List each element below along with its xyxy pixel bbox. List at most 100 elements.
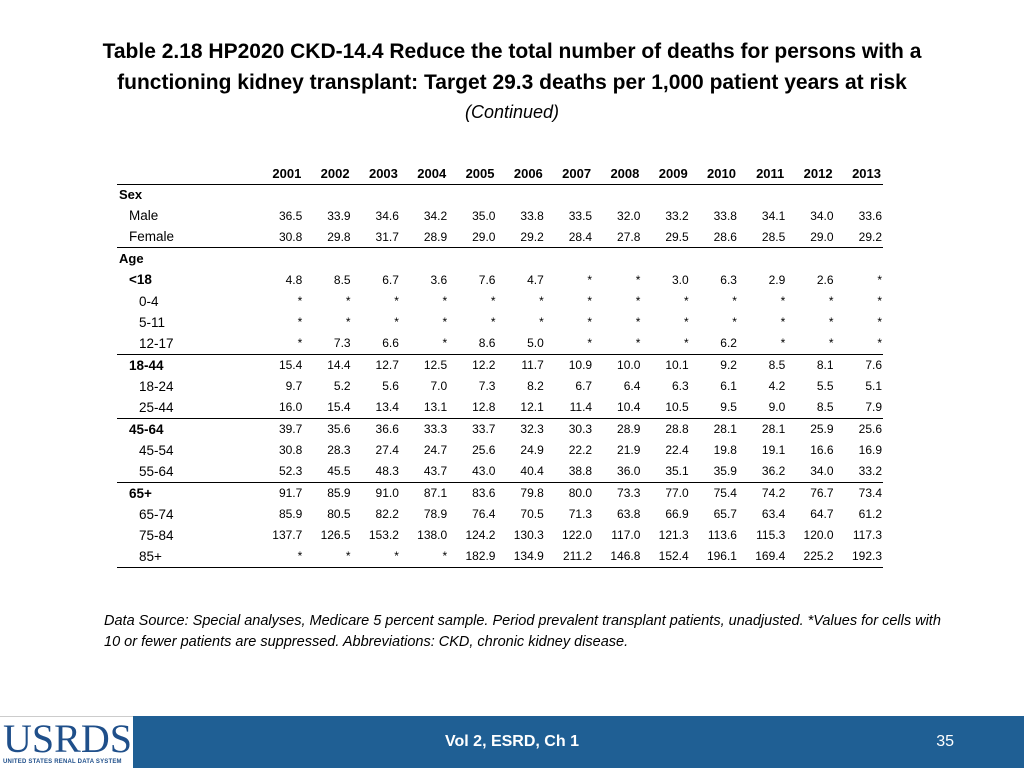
- table-cell: *: [587, 315, 593, 330]
- table-cell: *: [394, 315, 399, 330]
- table-cell: 30.3: [568, 422, 593, 437]
- table-cell: 61.2: [858, 507, 882, 522]
- table-cell: 182.9: [448, 546, 497, 568]
- table-cell: 25.6: [472, 443, 496, 458]
- table-cell: 35.6: [327, 422, 351, 437]
- table-cell: 10.0: [617, 358, 641, 373]
- table-cell: 124.2: [465, 528, 496, 543]
- table-cell: 15.4: [303, 396, 352, 419]
- table-row: 25-44 16.0 15.4 13.4 13.1 12.8 12.1 11.4 10.4 10.…: [117, 396, 883, 419]
- table-cell: 73.3: [617, 486, 641, 501]
- table-cell: 80.5: [327, 507, 351, 522]
- table-cell: 5.1: [865, 379, 882, 394]
- table-cell: 29.0: [448, 226, 497, 249]
- table-cell: 10.9: [568, 358, 593, 373]
- table-cell: 138.0: [417, 528, 448, 543]
- table-cell: 27.8: [593, 226, 642, 249]
- table-cell: [738, 248, 786, 269]
- table-cell: 7.9: [834, 396, 883, 419]
- row-label: Age: [119, 251, 144, 267]
- table-cell: *: [684, 294, 689, 309]
- table-cell: *: [539, 315, 544, 330]
- table-cell: 121.3: [658, 528, 689, 543]
- table-cell: 34.6: [375, 208, 399, 223]
- year-header: 2002: [303, 163, 352, 185]
- table-cell: 28.1: [713, 422, 737, 437]
- table-cell: 4.8: [285, 272, 303, 287]
- table-cell: 30.8: [278, 443, 303, 458]
- table-cell: 130.3: [513, 528, 544, 543]
- table-row: Sex: [117, 184, 883, 205]
- table-cell: [255, 248, 303, 269]
- table-cell: 35.9: [689, 460, 738, 483]
- table-cell: *: [394, 294, 399, 309]
- table-row: 12-17 * 7.3 6.6 * 8.6 5.0 * * * 6.2 * * *: [117, 333, 883, 355]
- table-cell: 24.9: [520, 443, 544, 458]
- table-cell: [255, 184, 303, 205]
- table-cell: 196.1: [689, 546, 738, 568]
- table-cell: 5.6: [382, 379, 399, 394]
- table-cell: 13.4: [351, 396, 400, 419]
- table-cell: 31.7: [351, 226, 400, 249]
- table-cell: 9.7: [285, 379, 303, 394]
- row-label: 45-54: [139, 442, 174, 458]
- table-row: 85+ * * * * 182.9 134.9 211.2 146.8 152.4 196.1 169…: [117, 546, 883, 568]
- row-label: <18: [129, 272, 152, 288]
- table-cell: 126.5: [320, 528, 351, 543]
- table-cell: 14.4: [327, 358, 351, 373]
- table-cell: 2.6: [816, 272, 834, 287]
- table-cell: 12.7: [375, 358, 399, 373]
- table-cell: 36.5: [278, 208, 303, 223]
- table-cell: 36.6: [375, 422, 399, 437]
- table-cell: *: [780, 315, 786, 330]
- table-cell: *: [635, 294, 641, 309]
- table-cell: [352, 184, 400, 205]
- table-cell: 6.2: [689, 333, 738, 355]
- table-cell: 29.0: [786, 226, 835, 249]
- table-cell: 6.6: [351, 333, 400, 355]
- table-cell: [641, 248, 689, 269]
- table-cell: 73.4: [858, 486, 882, 501]
- table-cell: 27.4: [375, 443, 399, 458]
- table-cell: 11.7: [521, 358, 544, 373]
- table-cell: 33.2: [834, 460, 883, 483]
- table-cell: 16.0: [255, 396, 304, 419]
- table-cell: 29.2: [834, 226, 883, 249]
- table-cell: 32.3: [520, 422, 544, 437]
- table-cell: [545, 184, 593, 205]
- table-cell: 35.0: [472, 208, 496, 223]
- data-table: 2001 2002 2003 2004 2005 2006 2007 2008 …: [117, 163, 883, 568]
- table-cell: 34.0: [786, 460, 835, 483]
- table-cell: *: [345, 315, 351, 330]
- table-cell: 6.4: [623, 379, 641, 394]
- table-cell: 4.7: [527, 272, 544, 287]
- table-cell: 65.7: [713, 507, 737, 522]
- table-cell: 36.0: [593, 460, 642, 483]
- year-header: 2013: [834, 163, 883, 185]
- table-cell: 9.0: [737, 396, 787, 419]
- table-cell: *: [877, 315, 882, 330]
- table-cell: 28.3: [327, 443, 351, 458]
- table-cell: 34.1: [761, 208, 786, 223]
- table-cell: [593, 248, 641, 269]
- table-cell: 5.2: [333, 379, 351, 394]
- usrds-logo: USRDS UNITED STATES RENAL DATA SYSTEM: [0, 716, 133, 768]
- table-cell: [593, 184, 641, 205]
- table-cell: 45.5: [303, 460, 352, 483]
- table-cell: 43.0: [448, 460, 497, 483]
- table-cell: *: [297, 315, 303, 330]
- logo-subtitle: UNITED STATES RENAL DATA SYSTEM: [3, 759, 122, 765]
- table-cell: 38.8: [544, 460, 594, 483]
- table-cell: [496, 184, 544, 205]
- table-row: <18 4.8 8.5 6.7 3.6 7.6 4.7 * * 3.0 6.3 2.9 2.6 *: [117, 269, 883, 290]
- table-cell: 77.0: [665, 486, 689, 501]
- footer-bar: [0, 716, 1024, 768]
- table-cell: 12.1: [496, 396, 545, 419]
- table-cell: *: [834, 333, 883, 355]
- table-cell: 28.9: [399, 226, 449, 249]
- table-row: 18-24 9.7 5.2 5.6 7.0 7.3 8.2 6.7 6.4 6.3 6.1 4.2 5.…: [117, 376, 883, 397]
- table-cell: 11.4: [544, 396, 594, 419]
- table-cell: [738, 184, 786, 205]
- table-cell: 2.9: [768, 272, 786, 287]
- table-cell: [448, 248, 496, 269]
